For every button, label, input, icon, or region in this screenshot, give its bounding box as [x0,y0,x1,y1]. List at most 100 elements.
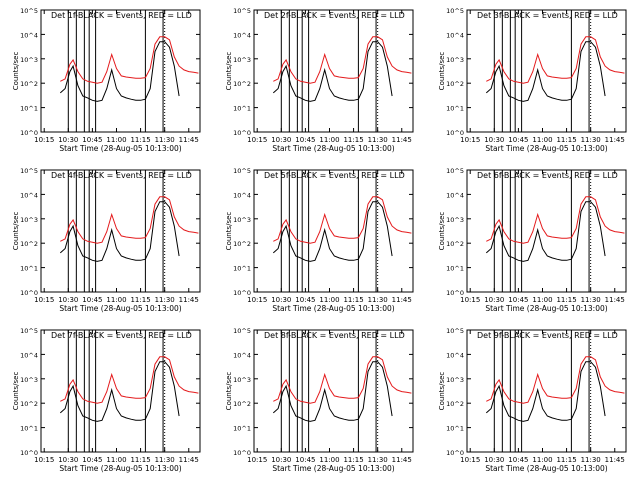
events-series-line [59,361,180,422]
x-tick-label: 11:15 [130,136,150,144]
y-tick-label: 10^0 [20,129,38,137]
y-tick-label: 10^1 [446,265,464,273]
x-tick-label: 11:45 [392,296,412,304]
chart-panel: Det 6f-BLACK = Events, RED = LLD 10:15 10:… [438,167,627,313]
x-tick-label: 10:15 [247,456,267,464]
x-tick-label: 10:45 [295,136,315,144]
lld-series-line [486,196,625,244]
x-tick-label: 10:15 [460,136,480,144]
x-axis-label: Start Time (28-Aug-05 10:13:00) [485,304,607,313]
x-tick-label: 11:00 [532,136,552,144]
x-tick-label: 10:45 [508,136,528,144]
y-tick-label: 10^0 [446,449,464,457]
x-tick-label: 10:30 [58,456,78,464]
x-tick-label: 10:30 [271,136,291,144]
x-tick-label: 11:30 [368,456,388,464]
y-axis-label: Counts/sec [12,52,20,91]
chart-title: Det 4f-BLACK = Events, RED = LLD [51,171,192,180]
x-tick-label: 11:00 [532,296,552,304]
chart-title: Det 3f-BLACK = Events, RED = LLD [477,11,618,20]
y-tick-label: 10^5 [446,7,464,15]
chart-panel: Det 2f-BLACK = Events, RED = LLD 10:15 10:… [225,7,414,153]
y-tick-label: 10^4 [20,191,38,199]
x-tick-label: 11:30 [155,136,175,144]
lld-series-line [60,196,199,244]
x-tick-label: 10:45 [82,456,102,464]
y-tick-label: 10^5 [446,167,464,175]
chart-panel: Det 9f-BLACK = Events, RED = LLD 10:15 10:… [438,327,627,473]
x-axis-label: Start Time (28-Aug-05 10:13:00) [272,464,394,473]
x-tick-label: 11:30 [368,136,388,144]
x-tick-label: 11:15 [343,456,363,464]
y-tick-label: 10^0 [233,289,251,297]
events-series-line [272,361,393,422]
x-tick-label: 11:30 [155,296,175,304]
y-tick-label: 10^4 [233,191,251,199]
y-axis-label: Counts/sec [225,372,233,411]
x-tick-label: 10:30 [271,456,291,464]
y-tick-label: 10^3 [446,56,464,64]
plot-frame [253,9,414,133]
x-axis-label: Start Time (28-Aug-05 10:13:00) [59,304,181,313]
x-tick-label: 10:30 [271,296,291,304]
events-series-line [59,201,180,262]
x-tick-label: 11:00 [106,136,126,144]
y-tick-label: 10^3 [233,56,251,64]
x-tick-label: 11:15 [343,296,363,304]
y-tick-label: 10^2 [446,400,464,408]
y-tick-label: 10^0 [446,289,464,297]
x-tick-label: 11:30 [581,456,601,464]
y-tick-label: 10^3 [20,216,38,224]
chart-panel: Det 4f-BLACK = Events, RED = LLD 10:15 10:… [12,167,201,313]
events-series-line [485,201,606,262]
y-tick-label: 10^1 [20,105,38,113]
y-tick-label: 10^2 [20,400,38,408]
chart-title: Det 9f-BLACK = Events, RED = LLD [477,331,618,340]
plot-frame [40,329,201,453]
x-axis-label: Start Time (28-Aug-05 10:13:00) [59,144,181,153]
y-tick-label: 10^3 [446,216,464,224]
plot-frame [40,9,201,133]
y-tick-label: 10^4 [233,351,251,359]
x-tick-label: 11:00 [106,296,126,304]
x-tick-label: 11:00 [319,296,339,304]
y-tick-label: 10^2 [233,240,251,248]
x-axis-label: Start Time (28-Aug-05 10:13:00) [272,304,394,313]
x-tick-label: 10:45 [82,136,102,144]
x-tick-label: 11:45 [179,296,199,304]
x-tick-label: 10:15 [247,296,267,304]
y-tick-label: 10^5 [20,7,38,15]
x-tick-label: 11:45 [179,136,199,144]
x-tick-label: 11:15 [130,456,150,464]
x-tick-label: 11:15 [556,136,576,144]
lld-series-line [273,356,412,404]
y-tick-label: 10^5 [233,167,251,175]
plot-frame [253,329,414,453]
x-tick-label: 11:45 [392,456,412,464]
chart-title: Det 8f-BLACK = Events, RED = LLD [264,331,405,340]
x-tick-label: 10:15 [460,296,480,304]
x-tick-label: 10:15 [247,136,267,144]
chart-panel: Det 8f-BLACK = Events, RED = LLD 10:15 10:… [225,327,414,473]
x-tick-label: 10:45 [82,296,102,304]
x-tick-label: 11:15 [343,136,363,144]
x-tick-label: 10:30 [58,136,78,144]
y-tick-label: 10^4 [20,31,38,39]
x-tick-label: 11:30 [581,296,601,304]
x-tick-label: 11:30 [155,456,175,464]
plot-frame [466,169,627,293]
y-tick-label: 10^4 [446,31,464,39]
x-tick-label: 10:15 [34,456,54,464]
plot-frame [466,329,627,453]
x-tick-label: 10:45 [508,456,528,464]
x-axis-label: Start Time (28-Aug-05 10:13:00) [485,464,607,473]
y-tick-label: 10^4 [446,191,464,199]
y-tick-label: 10^1 [233,425,251,433]
lld-series-line [60,36,199,84]
events-series-line [272,41,393,102]
x-tick-label: 11:45 [605,296,625,304]
y-tick-label: 10^5 [20,167,38,175]
y-tick-label: 10^3 [233,216,251,224]
chart-title: Det 7f-BLACK = Events, RED = LLD [51,331,192,340]
